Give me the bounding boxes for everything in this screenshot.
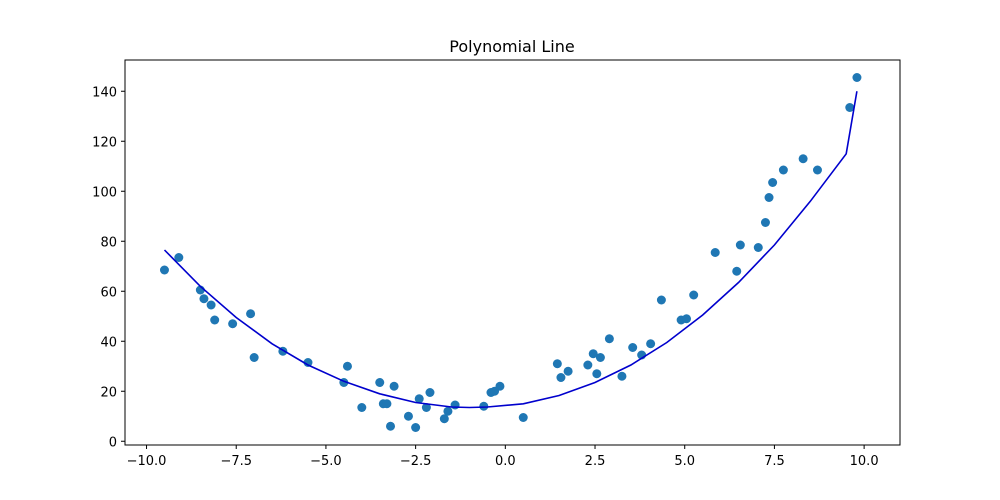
scatter-point xyxy=(556,373,566,382)
scatter-point xyxy=(249,353,259,362)
x-tick-label: 2.5 xyxy=(585,454,606,469)
scatter-point xyxy=(845,103,855,112)
scatter-point xyxy=(210,315,220,325)
plot-area xyxy=(159,73,862,432)
scatter-point xyxy=(414,394,424,404)
scatter-point xyxy=(479,401,489,411)
scatter-point xyxy=(552,359,562,369)
y-tick-label: 140 xyxy=(92,85,117,100)
scatter-point xyxy=(421,403,431,412)
polynomial-line xyxy=(163,91,858,409)
scatter-point xyxy=(403,411,413,421)
scatter-point xyxy=(852,73,862,82)
x-tick-label: −10.0 xyxy=(127,454,167,469)
scatter-point xyxy=(760,218,770,227)
y-tick-label: 20 xyxy=(100,385,117,400)
axes-frame xyxy=(124,59,901,446)
scatter-point xyxy=(174,253,184,262)
scatter-point xyxy=(735,240,745,250)
scatter-point xyxy=(386,421,396,431)
scatter-point xyxy=(228,319,238,329)
scatter-point xyxy=(495,381,505,391)
scatter-point xyxy=(592,369,602,379)
scatter-point xyxy=(656,295,666,305)
y-tick-label: 80 xyxy=(100,235,117,250)
scatter-point xyxy=(411,423,421,432)
scatter-point xyxy=(342,361,352,371)
scatter-point xyxy=(753,243,763,252)
scatter-point xyxy=(303,358,313,367)
scatter-point xyxy=(682,314,692,324)
y-tick-label: 120 xyxy=(92,135,117,150)
x-tick-label: −2.5 xyxy=(400,454,432,469)
y-axis: 0 20 40 60 80 100 120 140 xyxy=(92,85,125,450)
scatter-point xyxy=(798,154,808,164)
scatter-point xyxy=(617,371,627,381)
scatter-point xyxy=(604,334,614,344)
scatter-point xyxy=(583,360,593,370)
x-tick-label: 0.0 xyxy=(495,454,516,469)
scatter-point xyxy=(357,403,367,412)
x-tick-label: −7.5 xyxy=(220,454,252,469)
x-tick-label: 5.0 xyxy=(674,454,695,469)
scatter-point xyxy=(199,294,209,304)
scatter-point xyxy=(246,309,256,319)
scatter-point xyxy=(206,300,216,310)
scatter-point xyxy=(375,378,385,387)
scatter-point xyxy=(563,366,573,376)
x-tick-label: 7.5 xyxy=(764,454,785,469)
scatter-point xyxy=(595,353,605,362)
scatter-point xyxy=(646,339,656,349)
scatter-point xyxy=(764,193,774,202)
x-axis: −10.0 −7.5 −5.0 −2.5 0.0 2.5 5.0 7.5 10.0 xyxy=(127,445,879,469)
scatter-point xyxy=(439,414,449,424)
scatter-point xyxy=(443,406,453,416)
scatter-point xyxy=(768,178,778,187)
scatter-point xyxy=(450,400,460,410)
scatter-point xyxy=(710,248,720,257)
scatter-point xyxy=(588,349,598,359)
scatter-point xyxy=(382,399,392,409)
scatter-point xyxy=(812,165,822,175)
scatter-point xyxy=(389,381,399,391)
scatter-point xyxy=(518,413,528,422)
scatter-point xyxy=(778,165,788,175)
scatter-point xyxy=(732,266,742,276)
y-tick-label: 60 xyxy=(100,285,117,300)
y-tick-label: 0 xyxy=(109,435,117,450)
scatter-point xyxy=(425,388,435,397)
y-tick-label: 40 xyxy=(100,335,117,350)
scatter-point xyxy=(689,290,699,300)
x-tick-label: −5.0 xyxy=(310,454,342,469)
scatter-point xyxy=(159,265,169,275)
scatter-point xyxy=(628,343,638,352)
y-tick-label: 100 xyxy=(92,185,117,200)
x-tick-label: 10.0 xyxy=(850,454,879,469)
chart-title: Polynomial Line xyxy=(449,37,574,56)
